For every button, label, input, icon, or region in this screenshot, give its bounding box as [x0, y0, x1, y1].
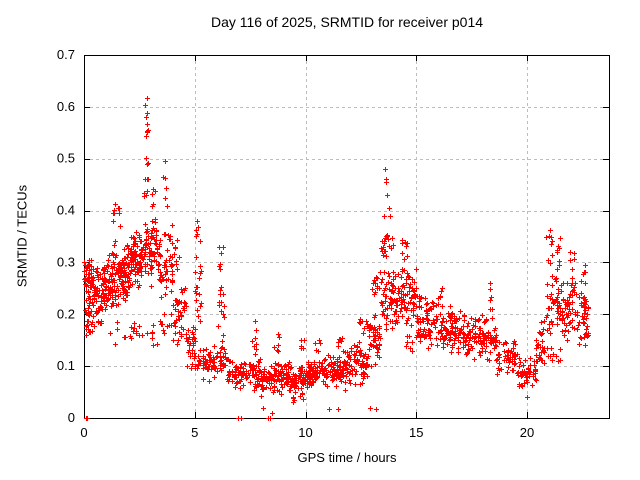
chart-title: Day 116 of 2025, SRMTID for receiver p01…: [210, 14, 484, 30]
x-tick-label: 5: [191, 425, 198, 440]
y-tick-label: 0.1: [57, 358, 75, 373]
tick-labels: 0 5 10 15 20 0 0.1 0.2 0.3 0.4 0.5 0.6 0.7: [57, 47, 534, 440]
data-points: [82, 96, 591, 421]
y-tick-label: 0.6: [57, 99, 75, 114]
y-tick-label: 0.3: [57, 254, 75, 269]
y-tick-label: 0.4: [57, 203, 75, 218]
x-tick-label: 15: [409, 425, 423, 440]
y-tick-label: 0.2: [57, 306, 75, 321]
y-tick-label: 0: [68, 410, 75, 425]
y-tick-label: 0.7: [57, 47, 75, 62]
x-tick-label: 10: [298, 425, 312, 440]
y-tick-label: 0.5: [57, 151, 75, 166]
x-tick-label: 20: [520, 425, 534, 440]
x-axis-label: GPS time / hours: [297, 450, 397, 465]
axes-frame: [84, 55, 610, 419]
x-tick-label: 0: [80, 425, 87, 440]
